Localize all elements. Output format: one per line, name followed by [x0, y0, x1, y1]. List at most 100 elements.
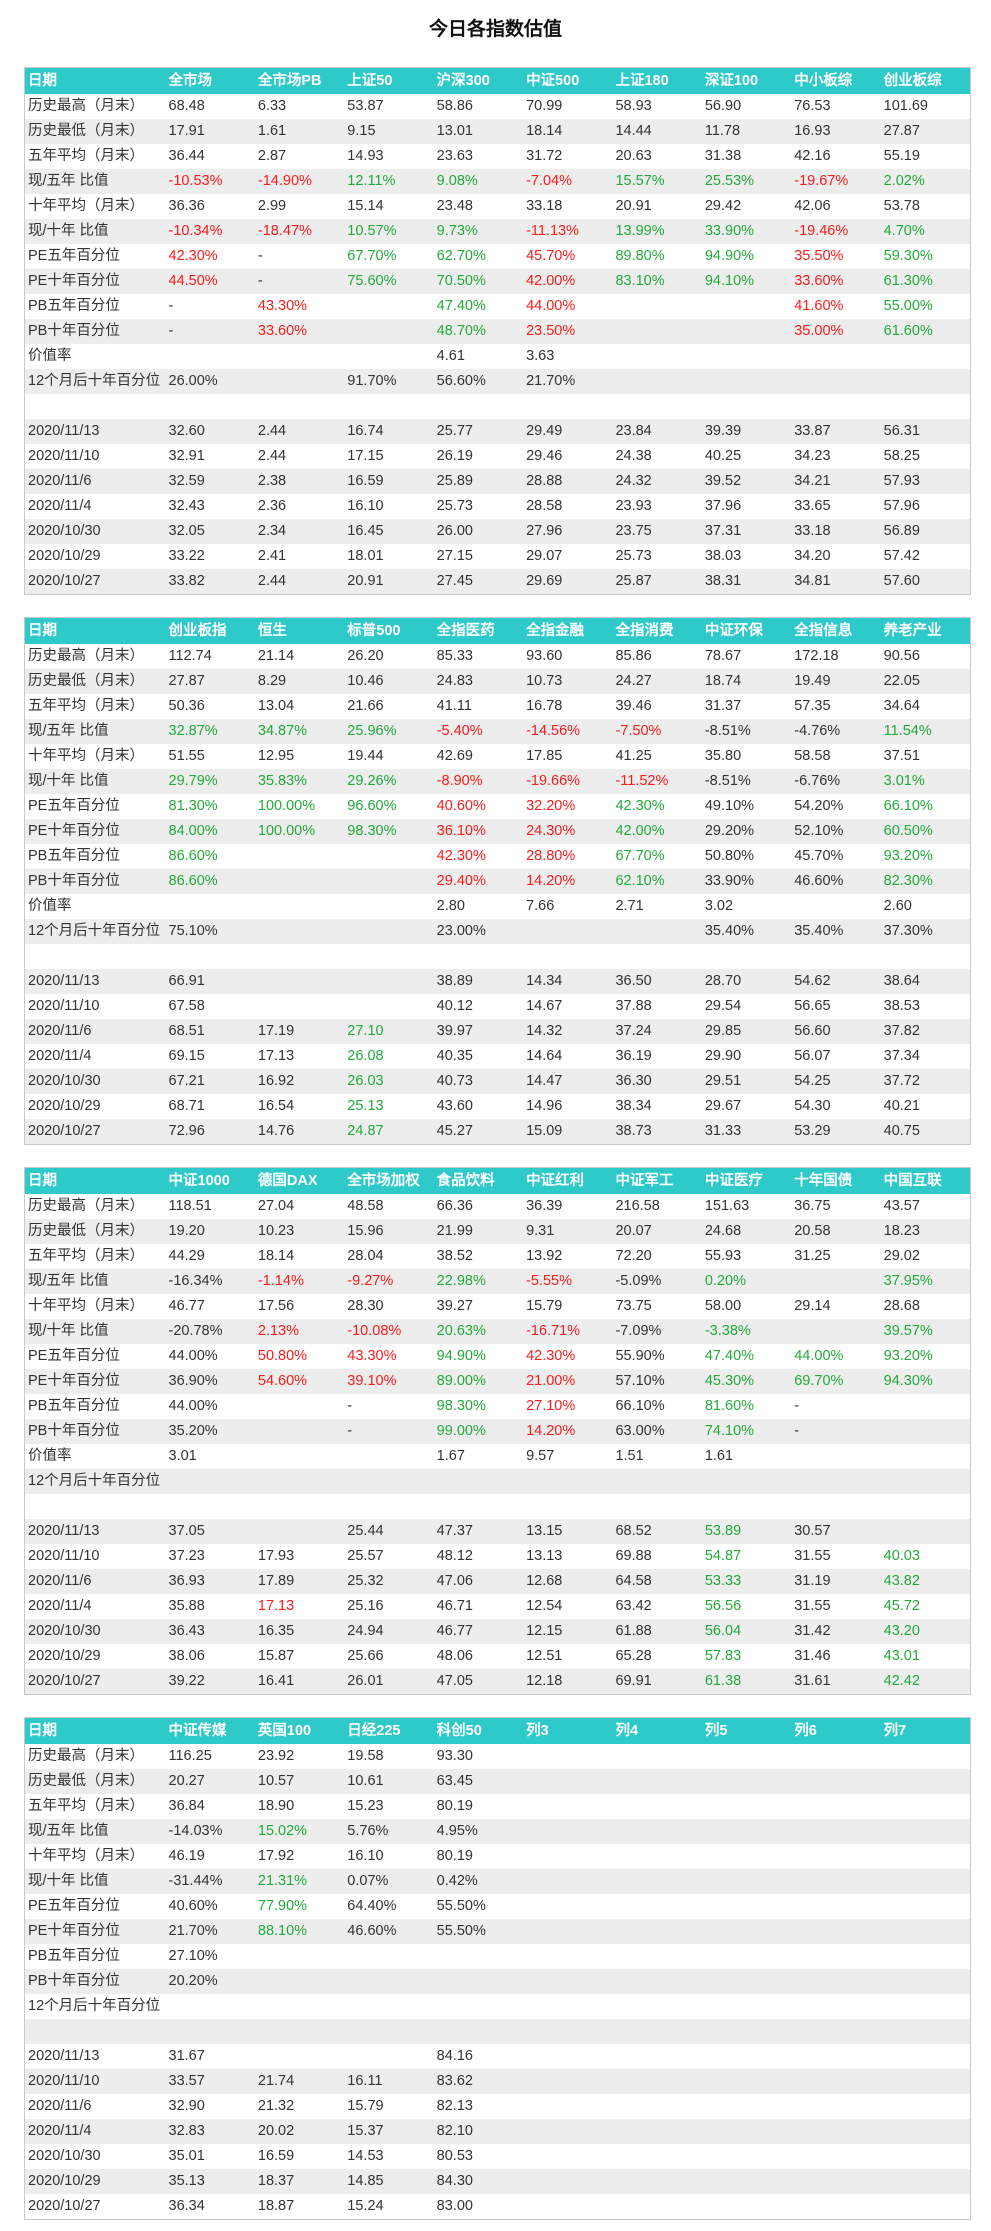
row-label: 12个月后十年百分位 [24, 1469, 166, 1494]
table-cell [880, 369, 971, 394]
table-cell [254, 2019, 345, 2044]
table-cell: 66.10% [612, 1394, 702, 1419]
table-cell: 37.72 [880, 1069, 971, 1094]
table-cell: -5.09% [612, 1269, 702, 1294]
table-cell [791, 1919, 881, 1944]
table-cell: 85.33 [433, 644, 524, 669]
table-cell: 10.61 [344, 1769, 434, 1794]
table-cell: 39.22 [165, 1669, 255, 1695]
table-cell [523, 2119, 613, 2144]
table-cell: 55.19 [880, 144, 971, 169]
valuation-table-2: 日期 创业板指 恒生 标普500 全指医药 全指金融 全指消费 中证环保 全指信息 养老产业 历史最… [24, 617, 971, 1145]
table-cell: 21.31% [254, 1869, 345, 1894]
table-cell: -1.14% [254, 1269, 345, 1294]
table-row: 2020/10/30 67.21 16.92 26.03 40.73 14.47 36.30… [24, 1069, 971, 1094]
row-label: 2020/10/29 [24, 1094, 166, 1119]
table-cell [701, 1844, 792, 1869]
table-cell: 57.42 [880, 544, 971, 569]
row-label: PE十年百分位 [24, 1369, 166, 1394]
table-cell: 33.60% [791, 269, 881, 294]
table-cell: 44.00% [165, 1344, 255, 1369]
table-cell [523, 2194, 613, 2220]
table-cell: 25.32 [344, 1569, 434, 1594]
table-cell: 35.88 [165, 1594, 255, 1619]
table-cell: 40.25 [701, 444, 792, 469]
row-label: 2020/11/6 [24, 469, 166, 494]
column-header: 列5 [701, 1717, 792, 1744]
table-cell [165, 1494, 255, 1519]
table-cell: 41.60% [791, 294, 881, 319]
table-cell: 15.37 [344, 2119, 434, 2144]
table-cell: 42.00% [523, 269, 613, 294]
table-cell: 36.10% [433, 819, 524, 844]
row-label: 2020/10/29 [24, 2169, 166, 2194]
table-cell: 53.78 [880, 194, 971, 219]
row-label: 2020/11/13 [24, 969, 166, 994]
column-header: 上证180 [612, 67, 702, 94]
row-label: 2020/10/30 [24, 1069, 166, 1094]
column-header: 日期 [24, 67, 166, 94]
column-header: 日经225 [344, 1717, 434, 1744]
table-cell: 31.55 [791, 1544, 881, 1569]
table-cell: 37.30% [880, 919, 971, 944]
table-cell: 40.60% [433, 794, 524, 819]
table-row [24, 2019, 971, 2044]
table-row: 十年平均（月末） 46.19 17.92 16.10 80.19 [24, 1844, 971, 1869]
table-cell: 32.87% [165, 719, 255, 744]
table-cell: 25.66 [344, 1644, 434, 1669]
table-cell: 31.46 [791, 1644, 881, 1669]
table-cell: -14.03% [165, 1819, 255, 1844]
table-cell: 3.02 [701, 894, 792, 919]
table-cell: 34.87% [254, 719, 345, 744]
row-label: 2020/11/13 [24, 1519, 166, 1544]
table-cell: -11.13% [523, 219, 613, 244]
table-cell: 46.71 [433, 1594, 524, 1619]
table-cell: 63.42 [612, 1594, 702, 1619]
table-cell: 82.10 [433, 2119, 524, 2144]
table-cell: 35.40% [791, 919, 881, 944]
table-cell: 23.84 [612, 419, 702, 444]
table-cell: -20.78% [165, 1319, 255, 1344]
column-header: 创业板指 [165, 617, 255, 644]
table-cell: 53.29 [791, 1119, 881, 1145]
table-cell: 25.87 [612, 569, 702, 595]
table-cell [523, 1919, 613, 1944]
row-label: PE五年百分位 [24, 794, 166, 819]
table-cell: 10.23 [254, 1219, 345, 1244]
table-cell: 24.38 [612, 444, 702, 469]
row-label: 价值率 [24, 344, 166, 369]
column-header: 中证军工 [612, 1167, 702, 1194]
table-cell: 37.88 [612, 994, 702, 1019]
table-cell: - [791, 1419, 881, 1444]
table-cell [523, 1744, 613, 1769]
column-header: 全指信息 [791, 617, 881, 644]
table-cell: 61.88 [612, 1619, 702, 1644]
table-cell: 57.60 [880, 569, 971, 595]
table-cell: 15.87 [254, 1644, 345, 1669]
row-label: PE十年百分位 [24, 269, 166, 294]
table-cell: 25.53% [701, 169, 792, 194]
table-cell: 15.57% [612, 169, 702, 194]
table-row: PE十年百分位 36.90% 54.60% 39.10% 89.00% 21.00% 57.… [24, 1369, 971, 1394]
column-header: 恒生 [254, 617, 345, 644]
table-cell [791, 1869, 881, 1894]
table-cell [880, 2194, 971, 2220]
table-cell [254, 1469, 345, 1494]
table-cell: 25.44 [344, 1519, 434, 1544]
table-cell: 38.64 [880, 969, 971, 994]
table-row: 价值率 4.61 3.63 [24, 344, 971, 369]
table-row: PE五年百分位 42.30% -67.70% 62.70% 45.70% 89.80% 94… [24, 244, 971, 269]
table-row: 现/五年 比值 32.87% 34.87% 25.96% -5.40% -14.56% -7… [24, 719, 971, 744]
table-row: PE十年百分位 21.70% 88.10% 46.60% 55.50% [24, 1919, 971, 1944]
table-cell [523, 2069, 613, 2094]
table-cell: 23.48 [433, 194, 524, 219]
row-label [24, 2019, 166, 2044]
table-cell: 48.12 [433, 1544, 524, 1569]
table-row [24, 394, 971, 419]
table-cell: 10.73 [523, 669, 613, 694]
table-cell: 50.80% [701, 844, 792, 869]
table-cell: 12.11% [344, 169, 434, 194]
table-cell: 14.96 [523, 1094, 613, 1119]
table-cell: -16.71% [523, 1319, 613, 1344]
table-row: 12个月后十年百分位 [24, 1469, 971, 1494]
